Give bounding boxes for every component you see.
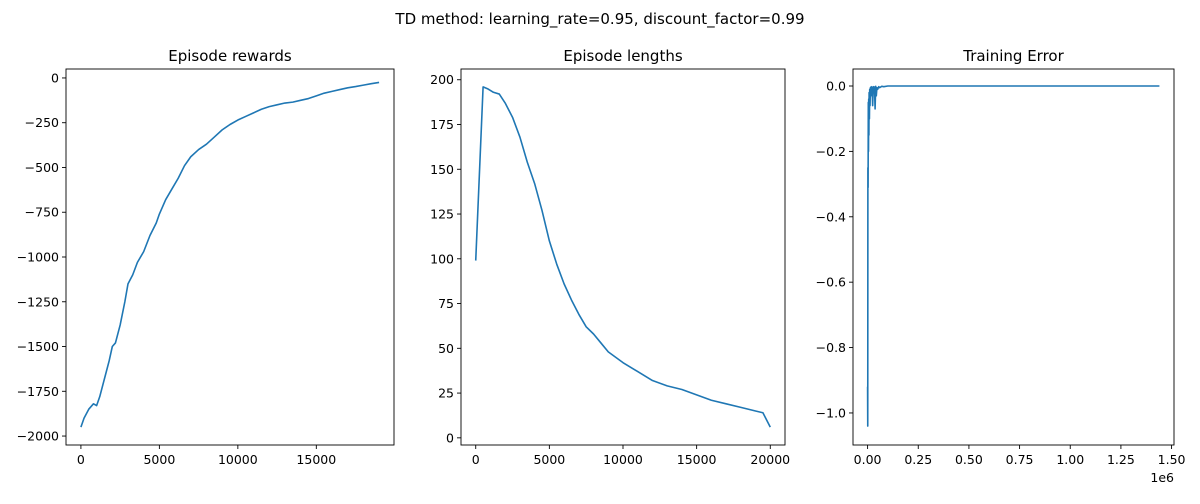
y-tick-label: 25: [438, 386, 454, 401]
subplot-title: Episode rewards: [168, 47, 292, 65]
y-tick-label: −2000: [17, 429, 59, 444]
x-tick-label: 0.25: [904, 452, 932, 467]
y-tick-label: 0: [446, 430, 454, 445]
x-tick-label: 1.25: [1107, 452, 1135, 467]
axes-frame: [460, 68, 786, 446]
y-tick-label: 75: [438, 296, 454, 311]
x-tick-label: 20000: [750, 452, 790, 467]
x-tick-label: 0: [77, 452, 85, 467]
y-tick-label: −0.2: [816, 144, 846, 159]
subplot-title: Training Error: [962, 47, 1064, 65]
y-tick-label: −0.4: [816, 209, 846, 224]
x-offset-label: 1e6: [1150, 470, 1174, 485]
y-tick-label: −1250: [17, 294, 59, 309]
y-tick-label: 100: [430, 251, 454, 266]
x-tick-label: 10000: [603, 452, 643, 467]
subplot-2: Episode lengths 0 5000 10000 15000 20000 0 25 50…: [430, 47, 790, 467]
x-tick-label: 0: [472, 452, 480, 467]
y-tick-label: 0.0: [826, 79, 846, 94]
y-tick-label: −0.6: [816, 275, 846, 290]
figure-suptitle: TD method: learning_rate=0.95, discount_…: [394, 10, 804, 29]
x-tick-label: 5000: [533, 452, 565, 467]
y-tick-label: −1.0: [816, 405, 846, 420]
x-tick-label: 15000: [677, 452, 717, 467]
series-line-1: [866, 85, 1160, 427]
y-tick-label: 150: [430, 162, 454, 177]
subplot-3: Training Error 0.00 0.25 0.50 0.75 1.00 1.25 1.…: [816, 47, 1186, 485]
subplot-title: Episode lengths: [563, 47, 682, 65]
y-tick-label: −1000: [17, 250, 59, 265]
series-line-1: [80, 81, 380, 428]
y-tick-label: 200: [430, 72, 454, 87]
x-tick-label: 1.50: [1158, 452, 1186, 467]
x-tick-label: 0.50: [955, 452, 983, 467]
y-tick-label: −500: [25, 160, 59, 175]
y-tick-label: −250: [25, 115, 59, 130]
y-tick-label: 50: [438, 341, 454, 356]
x-tick-label: 0.00: [854, 452, 882, 467]
y-tick-label: −1500: [17, 339, 59, 354]
y-tick-label: −1750: [17, 384, 59, 399]
x-tick-label: 5000: [143, 452, 175, 467]
y-tick-label: 125: [430, 207, 454, 222]
axes-frame: [852, 68, 1175, 446]
x-tick-label: 1.00: [1056, 452, 1084, 467]
y-tick-label: −750: [25, 205, 59, 220]
y-tick-label: 0: [51, 70, 59, 85]
x-tick-label: 10000: [218, 452, 258, 467]
y-tick-label: 175: [430, 117, 454, 132]
y-tick-label: −0.8: [816, 340, 846, 355]
x-tick-label: 15000: [296, 452, 336, 467]
x-tick-label: 0.75: [1006, 452, 1034, 467]
series-line-1: [474, 86, 771, 428]
subplot-1: Episode rewards 0 5000 10000 15000 0 −250 −500 −…: [17, 47, 395, 467]
